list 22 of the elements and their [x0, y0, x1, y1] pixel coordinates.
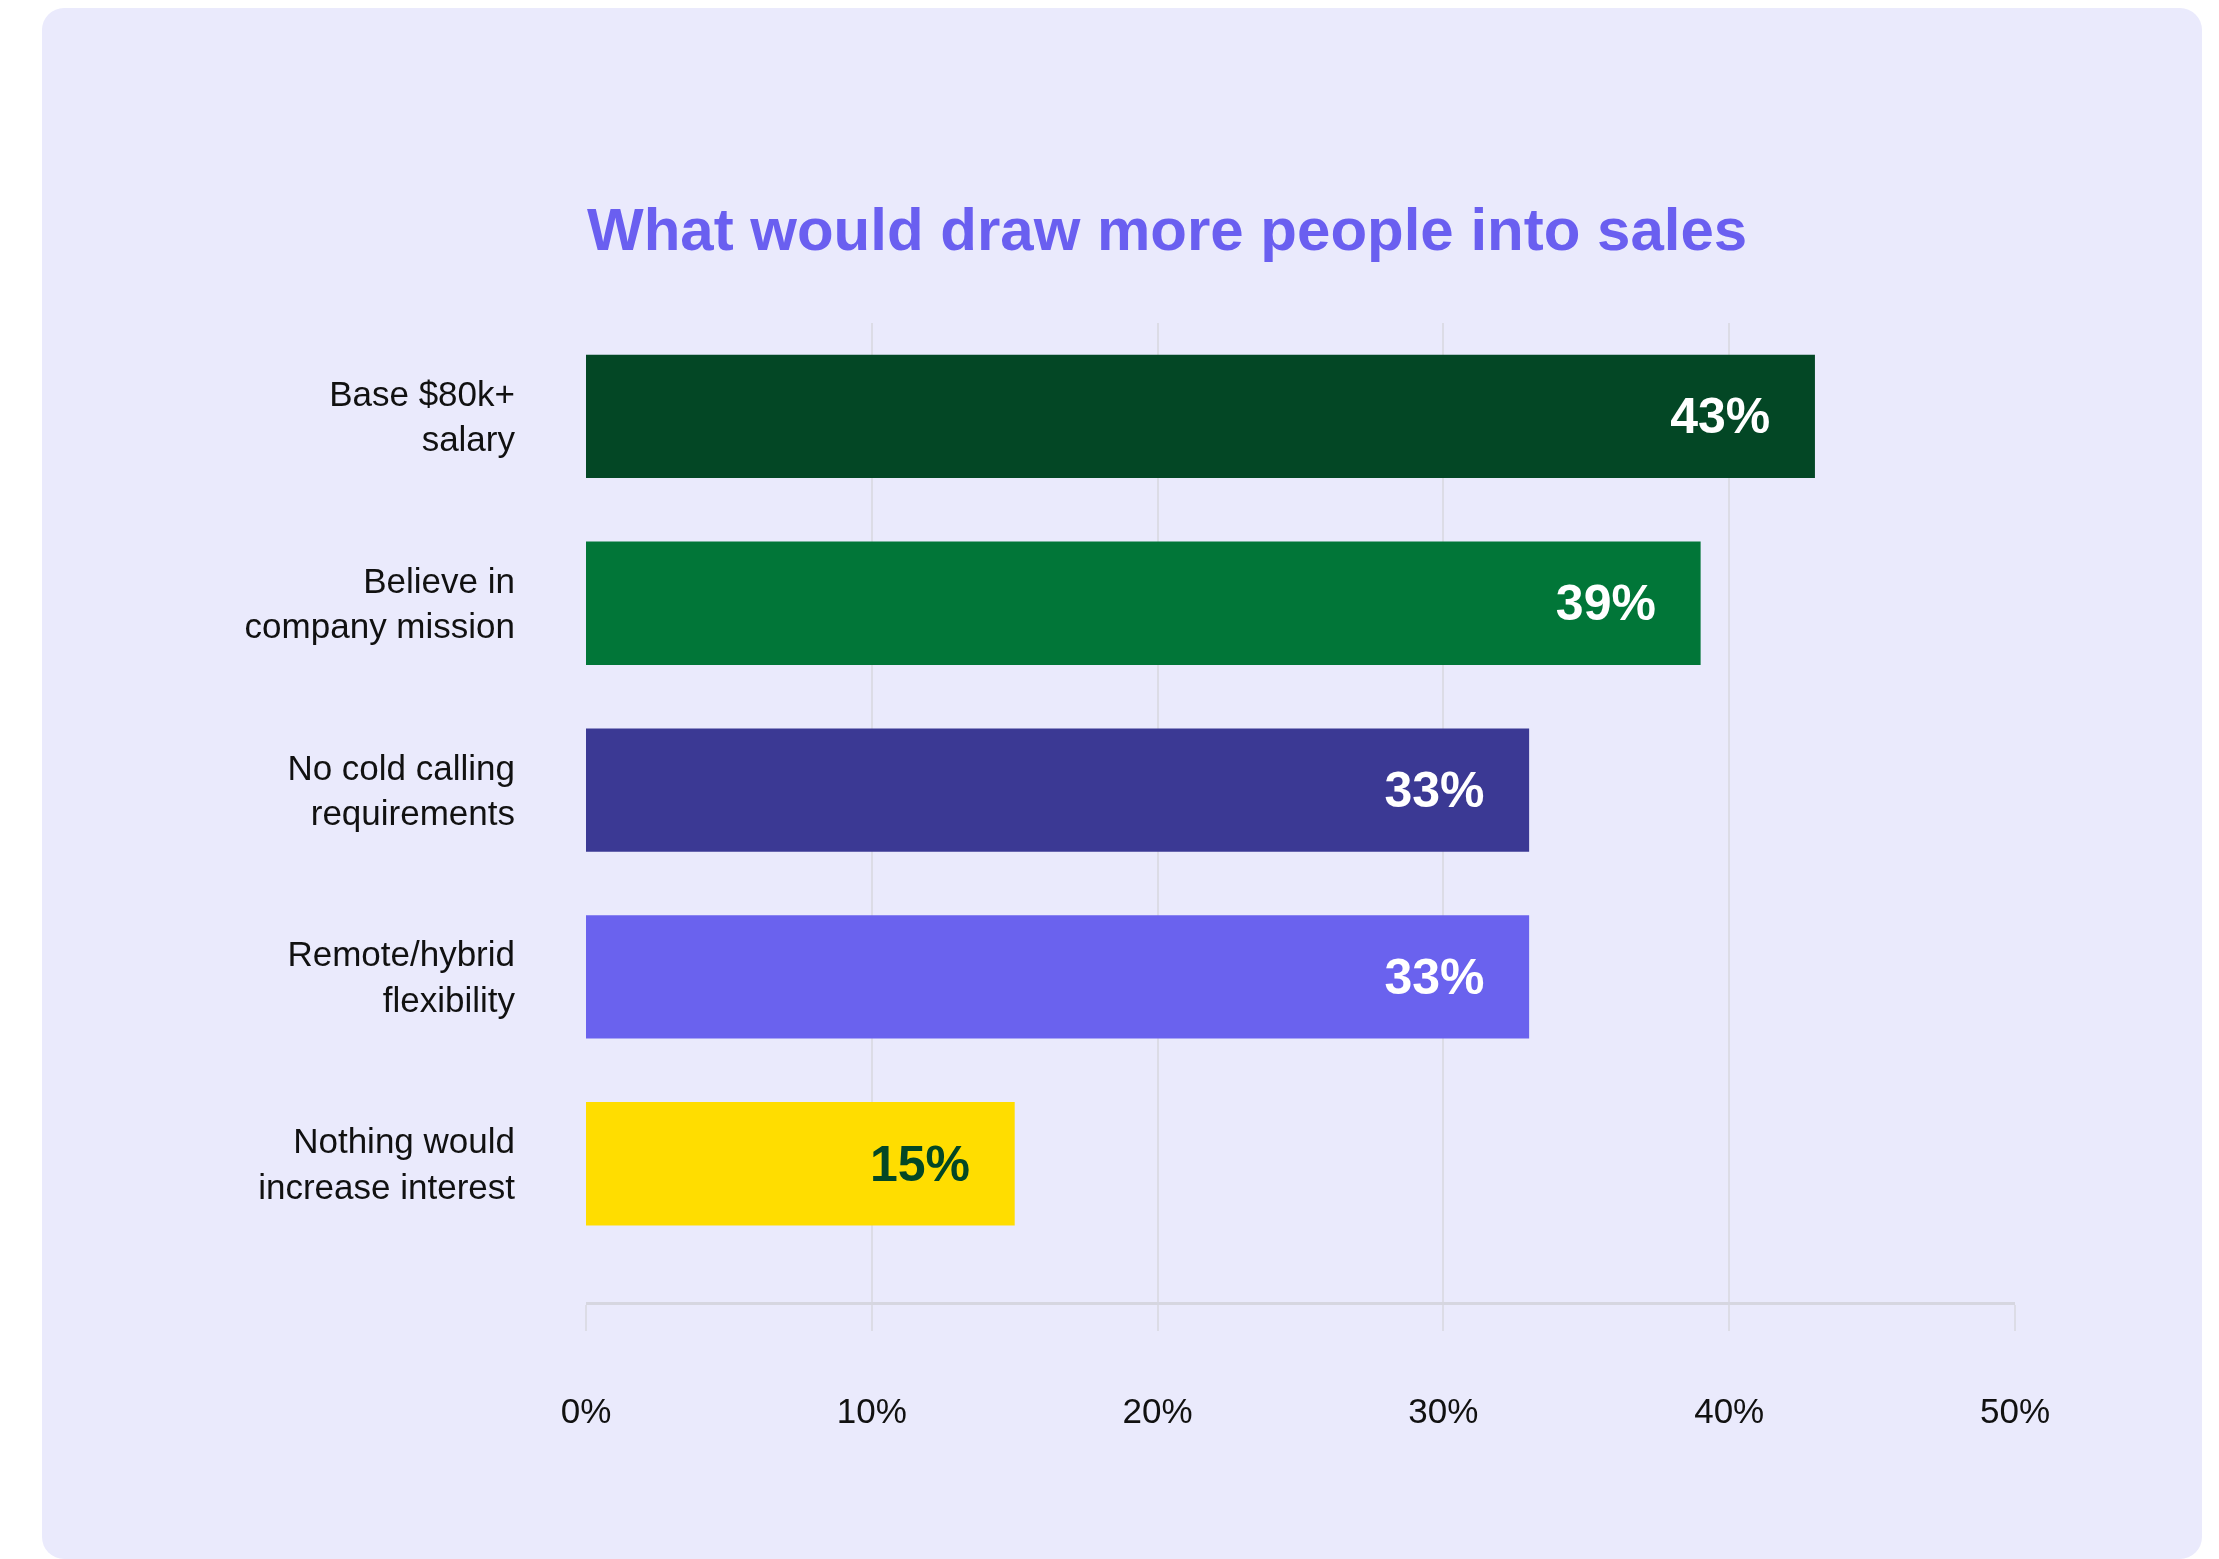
- data-label: 33%: [1384, 948, 1527, 1005]
- x-tick-label: 10%: [836, 1391, 907, 1430]
- bar: [586, 1102, 1015, 1226]
- x-tick-label: 0%: [560, 1391, 612, 1430]
- data-label: 15%: [869, 1135, 1012, 1192]
- x-tick-label: 20%: [1122, 1391, 1193, 1430]
- bar: [586, 915, 1530, 1039]
- data-label: 43%: [1670, 388, 1812, 445]
- bar: [586, 541, 1701, 665]
- y-tick-label: No cold calling requirements: [287, 747, 515, 833]
- data-label: 39%: [1555, 575, 1698, 632]
- y-tick-label: Remote/hybrid flexibility: [287, 934, 516, 1019]
- y-tick-label: Nothing would increase interest: [258, 1121, 516, 1206]
- y-tick-label: Believe in company mission: [244, 560, 515, 646]
- data-label: 33%: [1384, 762, 1527, 819]
- x-tick-label: 40%: [1694, 1391, 1765, 1430]
- x-tick-label: 50%: [1979, 1391, 2051, 1430]
- chart-title: What would draw more people into sales: [587, 196, 1748, 263]
- y-tick-label: Base $80k+ salary: [329, 373, 516, 459]
- bar: [586, 354, 1815, 479]
- x-tick-label: 30%: [1408, 1391, 1479, 1430]
- bar: [586, 728, 1530, 852]
